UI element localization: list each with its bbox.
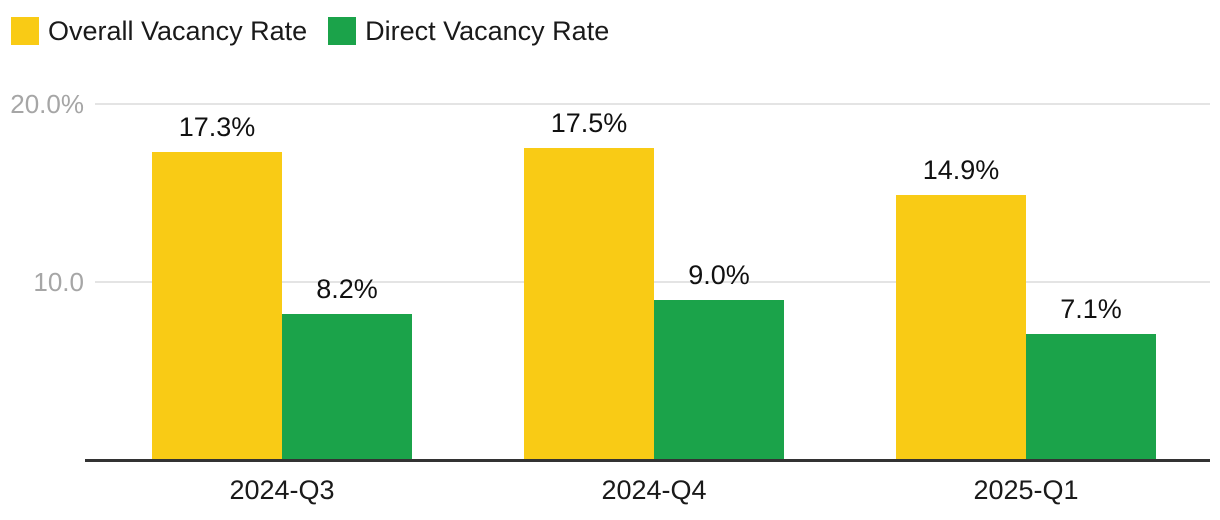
bar-overall-vacancy-rate-2024-q3 xyxy=(152,152,282,460)
y-axis-tick-10-0: 10.0 xyxy=(33,267,84,297)
bar-value-label-direct-vacancy-rate-2024-q4: 9.0% xyxy=(688,260,750,290)
x-axis-tick-2024-q4: 2024-Q4 xyxy=(601,475,707,505)
bar-value-label-direct-vacancy-rate-2024-q3: 8.2% xyxy=(316,274,378,304)
gridline-20-0- xyxy=(95,103,1210,105)
x-axis-tick-2025-q1: 2025-Q1 xyxy=(973,475,1079,505)
y-axis-tick-20-0-: 20.0% xyxy=(10,89,84,119)
legend-label-overall: Overall Vacancy Rate xyxy=(48,16,308,46)
legend-label-direct: Direct Vacancy Rate xyxy=(365,16,610,46)
x-axis-tick-2024-q3: 2024-Q3 xyxy=(229,475,335,505)
chart-legend: Overall Vacancy Rate Direct Vacancy Rate xyxy=(11,16,609,46)
legend-swatch-direct-icon xyxy=(328,17,357,45)
legend-swatch-overall-icon xyxy=(11,17,39,45)
bar-direct-vacancy-rate-2024-q4 xyxy=(654,300,784,460)
bar-value-label-direct-vacancy-rate-2025-q1: 7.1% xyxy=(1060,294,1122,324)
bar-overall-vacancy-rate-2025-q1 xyxy=(896,195,1026,460)
bar-direct-vacancy-rate-2024-q3 xyxy=(282,314,412,460)
x-axis-line xyxy=(85,459,1210,462)
bar-direct-vacancy-rate-2025-q1 xyxy=(1026,334,1156,460)
bar-value-label-overall-vacancy-rate-2024-q3: 17.3% xyxy=(178,112,256,142)
legend-item-direct-vacancy-rate[interactable]: Direct Vacancy Rate xyxy=(328,16,609,46)
bar-overall-vacancy-rate-2024-q4 xyxy=(524,148,654,460)
bar-value-label-overall-vacancy-rate-2024-q4: 17.5% xyxy=(550,108,628,138)
legend-item-overall-vacancy-rate[interactable]: Overall Vacancy Rate xyxy=(11,16,307,46)
bar-value-label-overall-vacancy-rate-2025-q1: 14.9% xyxy=(922,155,1000,185)
